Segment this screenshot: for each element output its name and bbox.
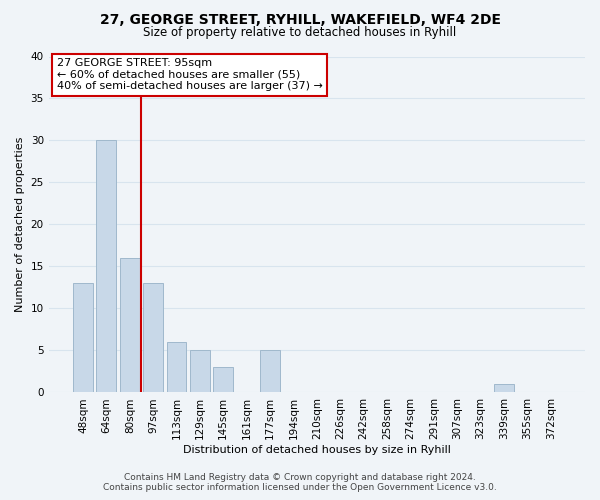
Bar [494, 384, 514, 392]
Bar [97, 140, 116, 392]
Bar [214, 368, 233, 392]
X-axis label: Distribution of detached houses by size in Ryhill: Distribution of detached houses by size … [183, 445, 451, 455]
Bar [190, 350, 210, 393]
Text: Size of property relative to detached houses in Ryhill: Size of property relative to detached ho… [143, 26, 457, 39]
Text: 27, GEORGE STREET, RYHILL, WAKEFIELD, WF4 2DE: 27, GEORGE STREET, RYHILL, WAKEFIELD, WF… [100, 12, 500, 26]
Bar [167, 342, 187, 392]
Bar [143, 284, 163, 393]
Bar [120, 258, 140, 392]
Bar [73, 284, 93, 393]
Y-axis label: Number of detached properties: Number of detached properties [15, 137, 25, 312]
Text: Contains HM Land Registry data © Crown copyright and database right 2024.
Contai: Contains HM Land Registry data © Crown c… [103, 473, 497, 492]
Bar [260, 350, 280, 393]
Text: 27 GEORGE STREET: 95sqm
← 60% of detached houses are smaller (55)
40% of semi-de: 27 GEORGE STREET: 95sqm ← 60% of detache… [57, 58, 323, 92]
